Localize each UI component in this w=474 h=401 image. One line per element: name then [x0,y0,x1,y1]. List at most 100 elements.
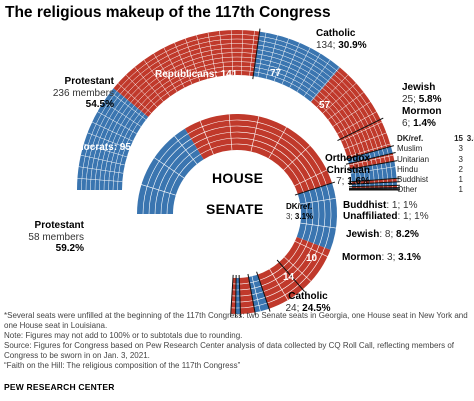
small-table-row: Hindu 20.5 [397,165,474,175]
senate-protestant-pct: 59.2% [55,243,84,254]
small-table-row: Other 10.2 [397,185,474,195]
senate-seat-divider [300,222,337,229]
senate-arc-jewish [257,262,303,309]
house-seat-divider [153,53,178,92]
senate-seat-divider [294,169,327,187]
note-source: Source: Figures for Congress based on Pe… [4,341,454,360]
senate-catholic-label: Catholic 24; 24.5% [268,291,348,314]
small-table-name: Muslim [397,144,423,154]
small-table-row: Buddhist 10.2 [397,175,474,185]
house-catholic-dem-label: 77 [270,68,282,79]
senate-catholic-count: 24; [285,302,300,314]
house-seat-divider [163,47,185,88]
small-table-name: Other [397,185,418,195]
small-table-pct: 0.7 [463,155,474,165]
house-group-separator [252,28,261,80]
small-table-pct: 0.2 [463,175,474,185]
senate-dkref-count: 3; [286,211,293,221]
senate-seat-divider [268,126,287,159]
notes: *Several seats were unfilled at the begi… [4,311,470,371]
house-group-separator [345,152,396,165]
small-table-count: 1 [458,175,463,185]
house-seat-ring [94,47,380,191]
note-rounding: Note: Figures may not add to 100% or to … [4,331,243,340]
small-table-name: Unitarian [397,154,430,164]
senate-unaffiliated-name: Unaffiliated [343,211,398,222]
senate-unaffiliated-label: Unaffiliated: 1; 1% [343,211,429,223]
house-arc-catholic-republicans [311,67,381,140]
senate-catholic-dem-label: 14 [283,272,295,283]
house-protestant-name: Protestant [64,76,114,87]
senate-buddhist-value: : 1; 1% [386,200,418,211]
senate-arc-protestant-republicans [184,114,333,195]
senate-group-separator [230,274,234,317]
house-seat-ring [99,52,375,191]
house-catholic-pct: 30.9% [338,39,367,51]
house-seat-ring [90,43,384,191]
senate-catholic-pct: 24.5% [302,302,331,314]
senate-seat-divider [283,145,311,171]
small-table-count: 1 [458,185,463,195]
house-arc-catholic-democrats [253,31,341,103]
house-seat-divider [103,101,142,127]
senate-group-separator [247,273,257,316]
small-table-pct: 0.5 [463,165,474,175]
house-seat-ring [103,56,371,191]
senate-catholic-name: Catholic [288,291,328,302]
senate-seat-divider [228,114,233,151]
small-table-row: DK/ref. 153.5% [397,134,474,144]
senate-seat-divider [154,157,185,179]
house-group-separator [348,187,400,189]
house-seat-divider [249,30,255,76]
house-seat-divider [78,166,124,174]
house-catholic-rep-label: 57 [319,100,331,111]
small-table-name: DK/ref. [397,134,424,143]
small-table-row: Muslim 30.7 [397,144,474,154]
house-jewish-pct: 5.8% [418,93,442,105]
house-seat-divider [110,92,147,120]
house-seat-divider [332,101,371,127]
house-group-separator [348,184,400,188]
house-seat-divider [77,178,123,182]
senate-seat-divider [141,184,176,196]
house-seat-ring [108,61,366,191]
senate-jewish-pct: 8.2% [396,229,419,240]
house-mormon-pct: 1.4% [413,117,436,129]
senate-seat-divider [174,135,198,165]
house-orthodox-name2: Christian [326,164,370,176]
senate-protestant-members: 58 members [28,231,84,243]
senate-dkref-pct: 3.1% [294,211,314,221]
house-seat-divider [316,74,349,108]
house-seat-divider [347,143,391,158]
senate-buddhist-name: Buddhist [343,200,387,211]
house-seat-ring [81,34,393,191]
house-group-separator [347,160,398,171]
senate-jewish-name: Jewish [346,229,380,240]
chart-title: The religious makeup of the 117th Congre… [5,4,331,21]
house-seat-divider [174,42,193,85]
house-seat-divider [219,30,225,76]
small-table-count: 15 [454,134,463,143]
house-seat-divider [207,32,217,77]
senate-jewish-label: Jewish: 8; 8.2% [346,229,419,241]
senate-group-separator [294,181,336,196]
senate-mormon-value: : 3; [381,252,399,263]
small-table-count: 3 [458,144,463,154]
senate-group-separator [235,274,237,317]
house-orthodox-count: 7; [336,176,345,187]
house-seat-divider [265,35,278,79]
house-group-separator [337,117,384,142]
house-seat-ring [85,38,389,191]
senate-group-separator [238,274,242,317]
house-seat-divider [240,30,244,76]
senate-group-separator [276,259,306,292]
house-jewish-label: Jewish 25; 5.8% [402,82,441,105]
small-table-count: 3 [458,154,463,164]
senate-seat-divider [199,120,214,155]
senate-catholic-rep-label: 10 [306,253,318,264]
senate-protestant-name: Protestant [34,220,84,231]
house-seat-divider [349,154,394,166]
small-table-row: Unitarian 30.7 [397,155,474,165]
house-seat-divider [303,59,331,97]
